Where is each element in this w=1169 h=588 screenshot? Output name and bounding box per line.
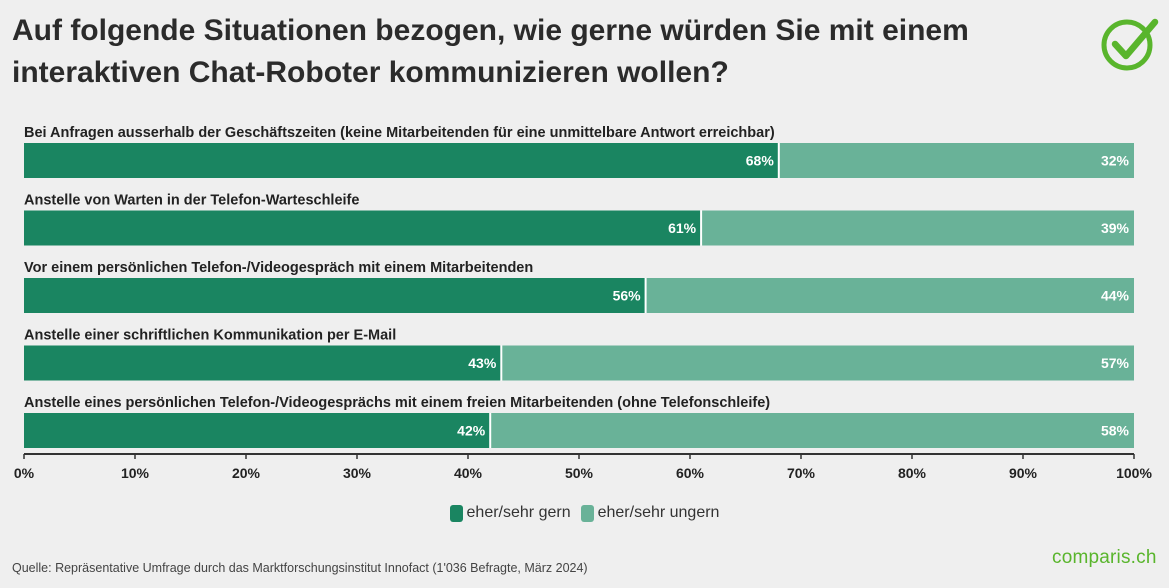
- source-note: Quelle: Repräsentative Umfrage durch das…: [12, 561, 588, 575]
- bar-segment: [645, 278, 1134, 313]
- bar-segment: [24, 278, 646, 313]
- category-label: Anstelle von Warten in der Telefon-Warte…: [24, 193, 359, 209]
- x-tick-label: 70%: [787, 465, 816, 481]
- bar-value-label: 68%: [746, 153, 775, 169]
- chart-title: Auf folgende Situationen bezogen, wie ge…: [12, 14, 969, 89]
- legend: eher/sehr gern eher/sehr ungern: [0, 504, 1169, 522]
- bar-segment: [501, 345, 1134, 381]
- bar-value-label: 58%: [1101, 423, 1130, 439]
- bar-segment: [701, 210, 1134, 246]
- x-tick-label: 30%: [343, 465, 372, 481]
- bar-value-label: 42%: [457, 423, 486, 439]
- legend-item-ungern: eher/sehr ungern: [580, 504, 720, 522]
- bar-segment: [778, 143, 1134, 178]
- bar-segment: [24, 413, 491, 448]
- chart: Bei Anfragen ausserhalb der Geschäftszei…: [14, 125, 1153, 481]
- category-label: Anstelle eines persönlichen Telefon-/Vid…: [24, 395, 770, 411]
- bar-segment: [24, 143, 779, 178]
- x-tick-label: 20%: [232, 465, 261, 481]
- bar-value-label: 44%: [1101, 288, 1130, 304]
- bar-value-label: 39%: [1101, 220, 1130, 236]
- comparis-logo: comparis.ch: [1052, 547, 1157, 568]
- legend-swatch-gern: [449, 504, 463, 522]
- bar-value-label: 61%: [668, 220, 697, 236]
- bar-segment: [24, 210, 702, 246]
- x-tick-label: 50%: [565, 465, 594, 481]
- checkmark-icon: [1101, 18, 1159, 71]
- bar-value-label: 57%: [1101, 355, 1130, 371]
- bar-segment: [490, 413, 1134, 448]
- x-tick-label: 0%: [14, 465, 35, 481]
- category-label: Bei Anfragen ausserhalb der Geschäftszei…: [24, 125, 775, 141]
- legend-swatch-ungern: [580, 504, 594, 522]
- bar-value-label: 56%: [613, 288, 642, 304]
- x-tick-label: 10%: [121, 465, 150, 481]
- x-tick-label: 60%: [676, 465, 705, 481]
- x-tick-label: 90%: [1009, 465, 1038, 481]
- bar-segment: [24, 345, 502, 381]
- x-tick-label: 40%: [454, 465, 483, 481]
- x-tick-label: 100%: [1116, 465, 1152, 481]
- x-tick-label: 80%: [898, 465, 927, 481]
- category-label: Anstelle einer schriftlichen Kommunikati…: [24, 328, 396, 344]
- legend-item-gern: eher/sehr gern: [449, 504, 571, 522]
- bar-value-label: 43%: [468, 355, 497, 371]
- bar-value-label: 32%: [1101, 153, 1130, 169]
- category-label: Vor einem persönlichen Telefon-/Videoges…: [24, 260, 533, 276]
- legend-label-ungern: eher/sehr ungern: [597, 504, 720, 521]
- legend-label-gern: eher/sehr gern: [466, 504, 571, 521]
